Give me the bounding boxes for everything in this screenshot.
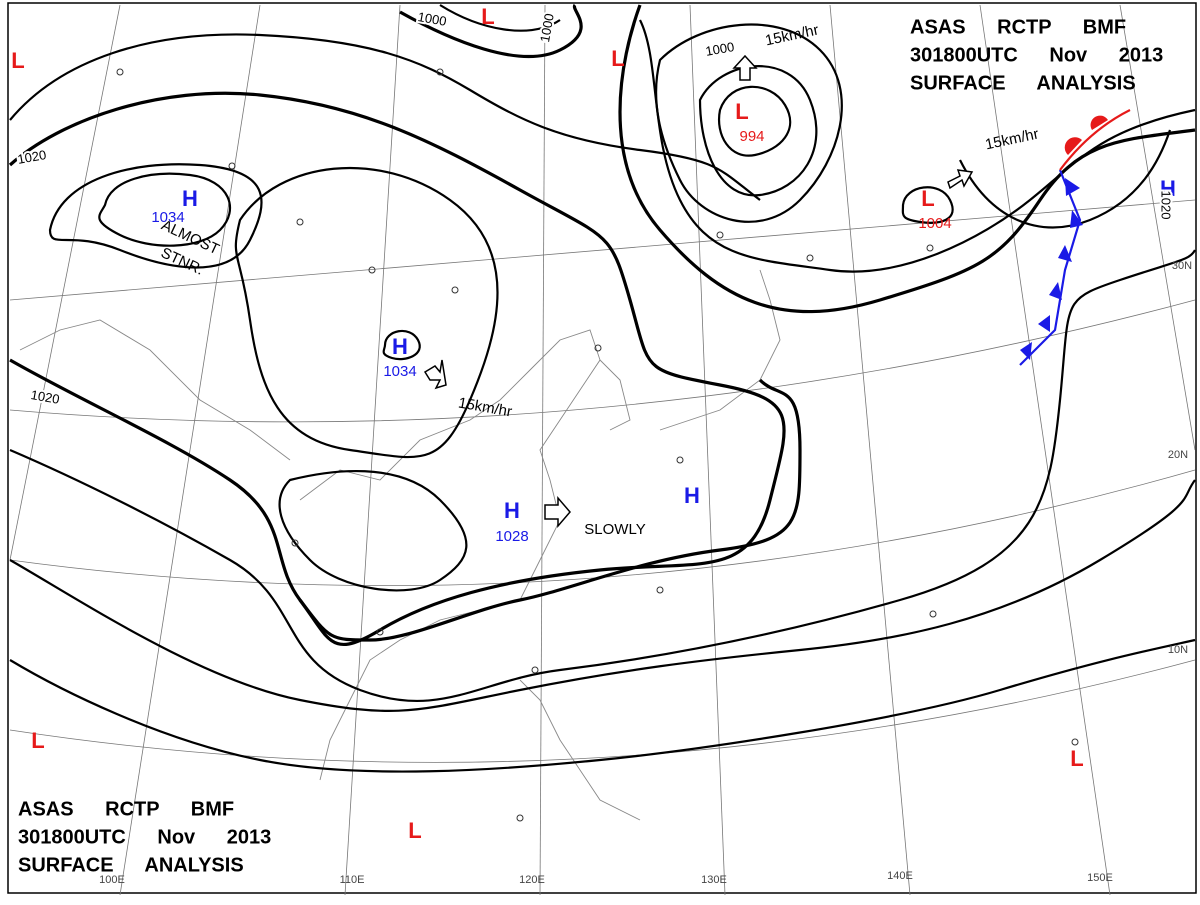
system-symbol: L — [611, 46, 624, 71]
longitude-label: 150E — [1087, 872, 1113, 884]
map-frame — [7, 2, 1197, 894]
latitude-label: 10N — [1168, 644, 1188, 656]
station-plots — [116, 68, 1079, 822]
isobar-label: 1000 — [537, 12, 557, 43]
system-pressure: 994 — [739, 128, 764, 145]
system-symbol: H — [684, 483, 700, 508]
system-symbol: L — [1070, 746, 1083, 771]
longitude-label: 100E — [99, 874, 125, 886]
labels: ASAS RCTP BMF 301800UTC Nov 2013 SURFACE A… — [11, 4, 1192, 886]
system-pressure: 1034 — [151, 209, 184, 226]
system-pressure: 1028 — [495, 528, 528, 545]
system-pressure: 1004 — [918, 215, 951, 232]
header-line: SURFACE ANALYSIS — [18, 854, 244, 876]
motion-label: SLOWLY — [584, 521, 645, 538]
header-line: ASAS RCTP BMF — [18, 798, 234, 820]
longitude-label: 140E — [887, 870, 913, 882]
warm-front — [1059, 109, 1131, 171]
longitude-label: 120E — [519, 874, 545, 886]
motion-arrows — [423, 54, 974, 529]
graticule — [9, 4, 1196, 896]
system-pressure: 1034 — [383, 363, 416, 380]
header-line: 301800UTC Nov 2013 — [18, 826, 271, 848]
system-symbol: H — [504, 498, 520, 523]
isobar-label: 1000 — [417, 9, 448, 29]
header-line: 301800UTC Nov 2013 — [910, 44, 1163, 66]
isobar-label: 1000 — [704, 39, 735, 59]
system-symbol: L — [408, 818, 421, 843]
system-symbol: H — [1160, 176, 1176, 201]
cold-front — [1019, 169, 1083, 366]
system-symbol: H — [392, 334, 408, 359]
isobar-label: 1020 — [1159, 191, 1174, 220]
system-symbol: L — [481, 4, 494, 29]
header-line: SURFACE ANALYSIS — [910, 72, 1136, 94]
longitude-label: 110E — [340, 874, 365, 886]
longitude-label: 130E — [701, 874, 727, 886]
isobars — [8, 3, 1196, 773]
system-symbol: L — [735, 99, 748, 124]
latitude-label: 30N — [1172, 260, 1192, 272]
isobar-label: 1020 — [30, 387, 61, 407]
system-symbol: L — [31, 728, 44, 753]
latitude-label: 20N — [1168, 449, 1188, 461]
system-symbol: L — [11, 48, 24, 73]
isobar-label: 1020 — [16, 147, 47, 167]
header-line: ASAS RCTP BMF — [910, 16, 1126, 38]
system-symbol: L — [921, 186, 934, 211]
system-symbol: H — [182, 186, 198, 211]
